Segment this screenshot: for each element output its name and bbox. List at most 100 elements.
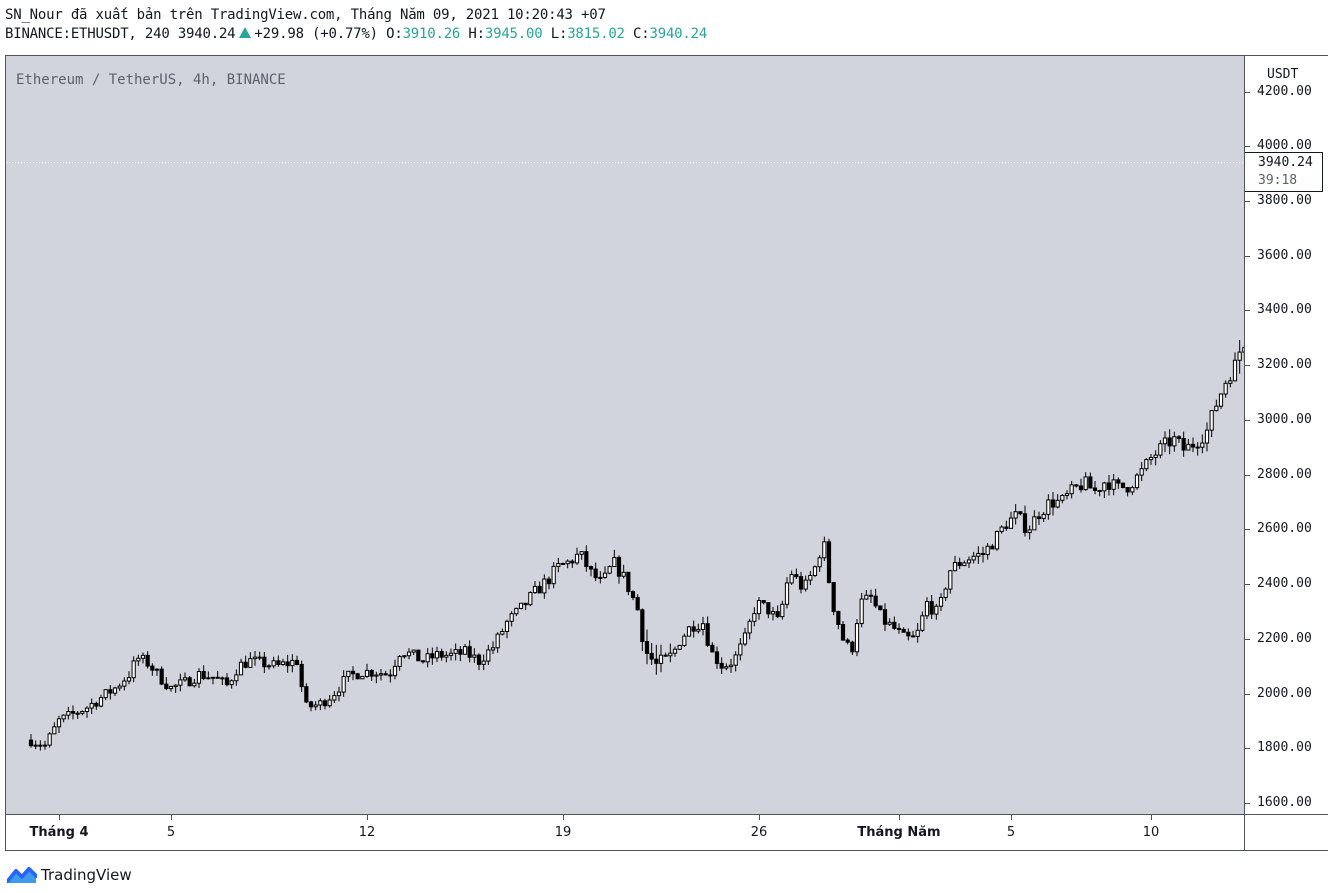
candle <box>570 559 575 568</box>
candle <box>1055 494 1060 509</box>
candle <box>262 651 267 674</box>
time-tick-mark <box>563 815 564 820</box>
candle <box>1153 450 1158 466</box>
publish-info: SN_Nour đã xuất bản trên TradingView.com… <box>5 7 606 23</box>
candle <box>1181 431 1186 457</box>
candle <box>486 644 491 665</box>
high-value: 3945.00 <box>484 26 543 42</box>
plot-area[interactable]: Ethereum / TetherUS, 4h, BINANCE <box>6 56 1335 814</box>
candle <box>196 668 202 689</box>
time-axis[interactable]: Tháng 4 5 12 19 26 Tháng Năm 5 10 <box>6 814 1244 850</box>
candle <box>798 571 804 594</box>
candle <box>756 596 762 620</box>
candle <box>1172 431 1177 452</box>
candle <box>332 691 337 703</box>
candle <box>1139 462 1144 482</box>
candle <box>1167 429 1172 455</box>
candle <box>817 555 822 572</box>
candle <box>248 652 253 668</box>
candle <box>416 649 421 662</box>
candle <box>966 556 972 569</box>
candle <box>840 621 846 641</box>
candle <box>131 656 136 683</box>
price-tick-label: 2200.00 <box>1257 630 1312 646</box>
candle <box>836 610 841 630</box>
candle <box>504 619 510 639</box>
candle <box>126 671 132 685</box>
candle <box>677 644 682 650</box>
candle <box>490 641 496 655</box>
candle <box>719 657 724 674</box>
candle <box>1200 434 1205 454</box>
price-tick-mark <box>1245 365 1250 367</box>
price-tick-label: 2600.00 <box>1257 521 1312 537</box>
candle <box>75 710 80 719</box>
candle <box>1144 458 1149 472</box>
candle <box>1092 480 1098 495</box>
candle <box>761 600 766 605</box>
candle <box>1046 494 1051 520</box>
price-axis[interactable]: USDT 3940.24 39:18 4200.00 4000.00 3800.00… <box>1244 56 1328 814</box>
candle <box>1022 505 1028 537</box>
tradingview-logo-icon <box>7 867 37 883</box>
candlestick-series <box>6 162 1335 751</box>
candle <box>770 606 776 621</box>
candle <box>784 577 790 609</box>
price-tick-label: 1800.00 <box>1257 740 1312 756</box>
candle <box>1223 380 1228 398</box>
candle <box>985 542 990 560</box>
candle <box>938 593 944 611</box>
candle <box>882 603 888 631</box>
time-tick-label: 5 <box>166 825 176 840</box>
candle <box>38 740 43 751</box>
candle <box>901 627 906 633</box>
price-tick-mark <box>1245 803 1250 805</box>
candle <box>518 602 524 610</box>
candle <box>70 705 76 720</box>
candle <box>1209 410 1214 438</box>
candle <box>976 546 981 564</box>
time-tick-mark <box>899 815 900 820</box>
candle <box>201 665 206 681</box>
candle <box>537 581 542 594</box>
candle <box>1176 435 1182 443</box>
candle <box>962 560 967 567</box>
candle <box>868 589 874 604</box>
candle <box>635 594 640 611</box>
candle <box>607 565 612 575</box>
candle <box>1083 472 1088 491</box>
candle <box>229 679 234 689</box>
tradingview-logo[interactable]: TradingView <box>7 864 132 886</box>
candle <box>224 673 230 687</box>
price-tick-label: 2800.00 <box>1257 466 1312 482</box>
candle <box>1078 478 1084 493</box>
candle <box>1036 511 1042 525</box>
price-tick-label: 2400.00 <box>1257 576 1312 592</box>
candle <box>173 684 178 693</box>
high-label: H: <box>468 26 485 42</box>
candle <box>168 685 174 692</box>
candle <box>943 587 948 602</box>
candle <box>308 700 314 712</box>
time-tick-mark <box>1011 815 1012 820</box>
time-tick-mark <box>1151 815 1152 820</box>
candle <box>448 648 454 661</box>
candle <box>1060 494 1065 504</box>
candle <box>103 689 108 701</box>
candle <box>920 611 925 632</box>
candle <box>826 538 832 584</box>
candle <box>257 651 262 661</box>
candle <box>1041 511 1046 522</box>
candle <box>514 607 519 617</box>
candle <box>649 642 654 665</box>
candle <box>705 616 710 647</box>
candle <box>948 570 953 594</box>
candle <box>271 656 276 669</box>
price-tick-mark <box>1245 693 1250 695</box>
candle <box>812 565 818 578</box>
candle <box>658 644 664 673</box>
up-arrow-icon <box>239 27 252 38</box>
candle <box>1130 485 1135 496</box>
candle <box>327 695 332 708</box>
candle <box>406 648 412 660</box>
